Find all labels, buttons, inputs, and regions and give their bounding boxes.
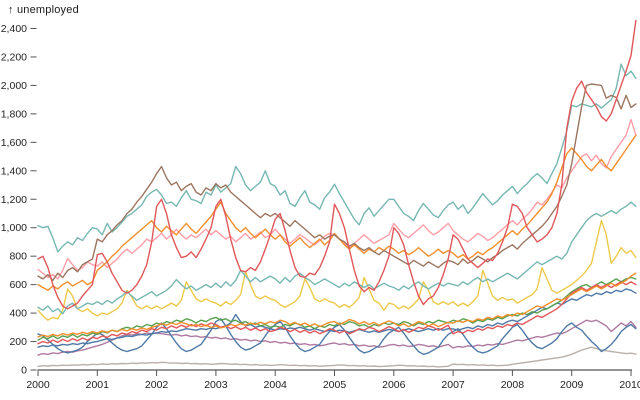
y-axis: 0 200 400 600 800 1,000 1,200 1,400 1,600 1,800 2,… (1, 23, 37, 377)
series-line-series-1 (37, 346, 637, 368)
series-line-series-12 (37, 63, 637, 253)
x-tick-label: 2009 (560, 379, 584, 391)
y-tick-label: 0 (21, 365, 27, 377)
series-line-series-9 (37, 201, 637, 315)
x-tick-label: 2005 (323, 379, 347, 391)
series-line-series-4 (37, 288, 637, 348)
series-line-series-7 (37, 272, 637, 338)
series-line-series-2 (37, 319, 637, 356)
x-tick-label: 2000 (26, 379, 50, 391)
y-tick-label: 1,200 (1, 194, 27, 206)
x-tick-label: 2010 (619, 379, 640, 391)
y-tick-label: 1,400 (1, 165, 27, 177)
y-tick-label: 400 (9, 308, 27, 320)
series-line-series-8 (37, 219, 637, 321)
series-line-series-3 (37, 318, 637, 355)
series-lines (37, 19, 637, 368)
x-tick-label: 2008 (501, 379, 525, 391)
y-tick-label: 200 (9, 336, 27, 348)
x-tick-label: 2002 (145, 379, 169, 391)
x-tick-label: 2006 (382, 379, 406, 391)
x-tick-label: 2001 (86, 379, 110, 391)
x-axis: 2000 2001 2002 2003 2004 2005 2006 2007 2008 2009… (26, 369, 640, 391)
series-line-series-6 (37, 281, 637, 345)
x-tick-label: 2004 (264, 379, 288, 391)
y-tick-label: 2,200 (1, 51, 27, 63)
x-tick-label: 2003 (204, 379, 228, 391)
y-tick-label: 1,800 (1, 108, 27, 120)
y-tick-label: 1,000 (1, 222, 27, 234)
series-line-series-13 (37, 83, 637, 282)
y-tick-label: 2,400 (1, 23, 27, 35)
y-tick-label: 600 (9, 279, 27, 291)
y-axis-title: ↑ unemployed (8, 4, 79, 16)
y-tick-label: 2,000 (1, 80, 27, 92)
y-tick-label: 800 (9, 251, 27, 263)
series-line-series-10 (37, 118, 637, 280)
series-line-series-5 (37, 276, 637, 341)
y-tick-label: 1,600 (1, 137, 27, 149)
series-line-series-14 (37, 19, 637, 310)
x-tick-label: 2007 (441, 379, 465, 391)
